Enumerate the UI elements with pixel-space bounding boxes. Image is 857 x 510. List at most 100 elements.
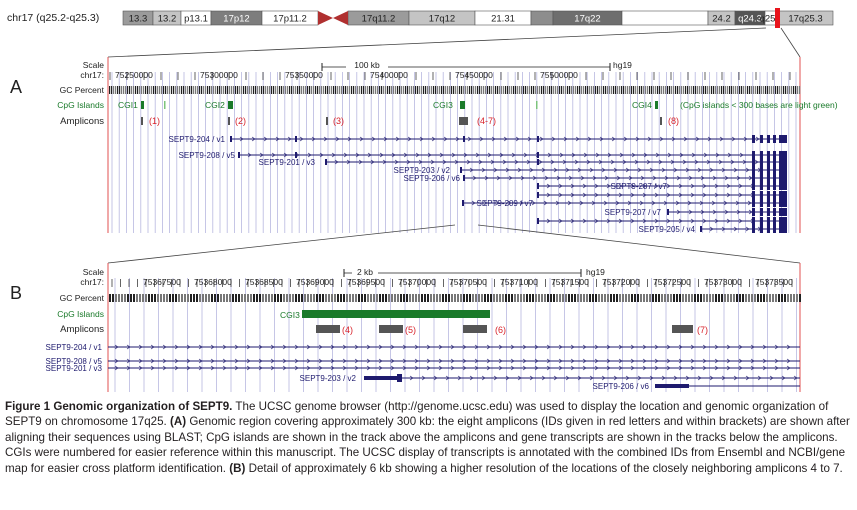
gc-bar (449, 86, 451, 94)
gc-bar (394, 294, 396, 302)
intron-arrow (733, 167, 738, 173)
amplicon-block (672, 325, 693, 333)
gc-bar (627, 86, 629, 94)
gc-bar (469, 294, 471, 302)
gc-bar (275, 86, 277, 94)
intron-arrow (733, 375, 738, 381)
gc-bar (601, 86, 603, 94)
gc-bar (535, 86, 537, 94)
intron-arrow (419, 136, 424, 142)
gc-bar (730, 294, 732, 302)
gc-bar (211, 86, 213, 94)
intron-arrow (738, 358, 743, 364)
intron-arrow (628, 175, 633, 181)
gc-bar (559, 294, 561, 302)
intron-arrow (546, 358, 551, 364)
gc-bar (349, 86, 351, 94)
intron-arrow (534, 365, 539, 371)
gc-bar (409, 294, 411, 302)
gc-bar (349, 294, 351, 302)
exon (537, 183, 539, 189)
intron-arrow (703, 152, 708, 158)
gc-bar (735, 86, 737, 94)
intron-arrow (745, 167, 750, 173)
gc-bar (514, 294, 516, 302)
gc-bar (453, 86, 455, 94)
intron-arrow (670, 159, 675, 165)
intron-arrow (311, 136, 316, 142)
gc-bar (179, 86, 181, 94)
gc-bar (549, 86, 551, 94)
intron-arrow (690, 192, 695, 198)
intron-arrow (666, 218, 671, 224)
caption-label-a: (A) (169, 415, 187, 429)
gc-bar (139, 86, 141, 94)
intron-arrow (579, 200, 584, 206)
ruler-position: 75371000 (500, 277, 538, 287)
intron-arrow (355, 152, 360, 158)
intron-arrow (330, 358, 335, 364)
intron-arrow (651, 200, 656, 206)
gc-bar (613, 86, 615, 94)
gc-bar (309, 86, 311, 94)
gc-bar (295, 294, 297, 302)
gc-bar (412, 294, 414, 302)
gc-bar (538, 294, 540, 302)
intron-arrow (294, 344, 299, 350)
chrom-row-label: chr17: (80, 70, 104, 80)
intron-arrow (383, 136, 388, 142)
gc-bar (334, 294, 336, 302)
caption-title: Figure 1 Genomic organization of SEPT9. (5, 400, 233, 413)
intron-arrow (769, 375, 774, 381)
gc-bar (267, 86, 269, 94)
intron-arrow (543, 200, 548, 206)
intron-arrow (486, 358, 491, 364)
gc-bar (277, 86, 279, 94)
intron-arrow (582, 358, 587, 364)
assembly-label: hg19 (613, 60, 632, 70)
ideogram-band (621, 10, 709, 26)
gc-bar (377, 86, 379, 94)
gc-bar (791, 86, 793, 94)
intron-arrow (395, 136, 400, 142)
ruler-position: 75372000 (602, 277, 640, 287)
gc-bar (245, 86, 247, 94)
gc-bar (517, 294, 519, 302)
gc-bar (628, 294, 630, 302)
intron-arrow (570, 218, 575, 224)
gc-bar (671, 86, 673, 94)
intron-arrow (439, 152, 444, 158)
gc-bar (799, 86, 801, 94)
gc-bar (685, 86, 687, 94)
gc-bar (694, 294, 696, 302)
exon (767, 191, 770, 199)
exon (752, 135, 755, 143)
gc-bar (547, 294, 549, 302)
gc-bar (365, 86, 367, 94)
intron-arrow (486, 344, 491, 350)
gc-bar (640, 294, 642, 302)
gc-bar (651, 86, 653, 94)
gc-bar (647, 86, 649, 94)
intron-arrow (371, 136, 376, 142)
exon (760, 208, 763, 216)
gc-bar (755, 86, 757, 94)
intron-arrow (697, 375, 702, 381)
intron-arrow (469, 167, 474, 173)
intron-arrow (358, 159, 363, 165)
intron-arrow (319, 152, 324, 158)
gc-bar (598, 294, 600, 302)
gc-bar (613, 294, 615, 302)
intron-arrow (683, 136, 688, 142)
intron-arrow (210, 365, 215, 371)
intron-arrow (407, 136, 412, 142)
gc-bar (489, 86, 491, 94)
transcript-label: SEPT9-208 / v5 (46, 357, 103, 366)
intron-arrow (505, 375, 510, 381)
cpg-label: CpG Islands (57, 100, 104, 110)
caption-text-3: Detail of approximately 6 kb showing a h… (245, 461, 843, 475)
intron-arrow (678, 358, 683, 364)
intron-arrow (726, 183, 731, 189)
gc-bar (207, 86, 209, 94)
gc-bar (196, 294, 198, 302)
